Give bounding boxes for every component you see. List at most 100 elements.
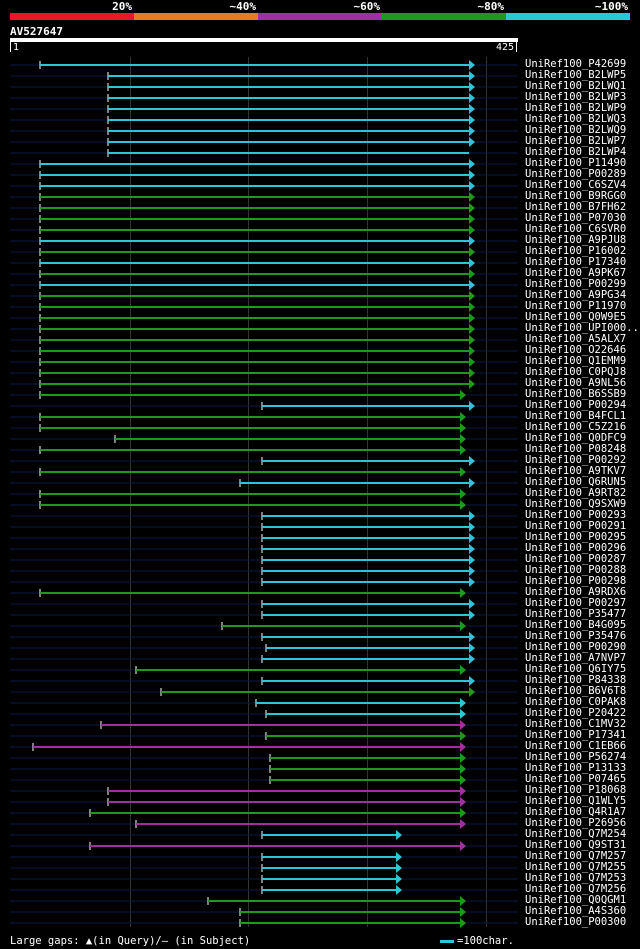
hit-label[interactable]: UniRef100_Q7M254 (525, 828, 627, 840)
hit-label[interactable]: UniRef100_P07030 (525, 212, 627, 224)
hit-row[interactable] (10, 368, 518, 378)
hit-label[interactable]: UniRef100_P18068 (525, 784, 627, 796)
hit-label[interactable]: UniRef100_P17341 (525, 729, 627, 741)
hit-label[interactable]: UniRef100_P08248 (525, 443, 627, 455)
hit-label[interactable]: UniRef100_B2LWP9 (525, 102, 627, 114)
hit-row[interactable] (10, 698, 518, 708)
hit-label[interactable]: UniRef100_B2LWP5 (525, 69, 627, 81)
hit-row[interactable] (10, 269, 518, 279)
hit-row[interactable] (10, 555, 518, 565)
hit-label[interactable]: UniRef100_UPI000.. (525, 322, 639, 334)
hit-label[interactable]: UniRef100_C1EB66 (525, 740, 627, 752)
hit-row[interactable] (10, 621, 518, 631)
hit-row[interactable] (10, 280, 518, 290)
hit-label[interactable]: UniRef100_P00299 (525, 278, 627, 290)
hit-label[interactable]: UniRef100_A9RT82 (525, 487, 627, 499)
hit-row[interactable] (10, 885, 518, 895)
hit-row[interactable] (10, 247, 518, 257)
hit-row[interactable] (10, 291, 518, 301)
hit-row[interactable] (10, 544, 518, 554)
hit-label[interactable]: UniRef100_B2LWP3 (525, 91, 627, 103)
hit-row[interactable] (10, 423, 518, 433)
hit-label[interactable]: UniRef100_C0PAK8 (525, 696, 627, 708)
hit-row[interactable] (10, 742, 518, 752)
hit-label[interactable]: UniRef100_P00293 (525, 509, 627, 521)
hit-row[interactable] (10, 412, 518, 422)
hit-label[interactable]: UniRef100_P07465 (525, 773, 627, 785)
hit-label[interactable]: UniRef100_A9RDX6 (525, 586, 627, 598)
hit-label[interactable]: UniRef100_B9RGG0 (525, 190, 627, 202)
hit-row[interactable] (10, 665, 518, 675)
hit-label[interactable]: UniRef100_B2LWQ9 (525, 124, 627, 136)
hit-label[interactable]: UniRef100_Q7M255 (525, 861, 627, 873)
hit-label[interactable]: UniRef100_B2LWQ3 (525, 113, 627, 125)
hit-row[interactable] (10, 610, 518, 620)
hit-label[interactable]: UniRef100_P26956 (525, 817, 627, 829)
hit-label[interactable]: UniRef100_P00298 (525, 575, 627, 587)
hit-row[interactable] (10, 566, 518, 576)
hit-row[interactable] (10, 720, 518, 730)
hit-label[interactable]: UniRef100_P00294 (525, 399, 627, 411)
hit-label[interactable]: UniRef100_Q7M256 (525, 883, 627, 895)
hit-row[interactable] (10, 896, 518, 906)
hit-row[interactable] (10, 676, 518, 686)
hit-row[interactable] (10, 687, 518, 697)
hit-label[interactable]: UniRef100_C5Z216 (525, 421, 627, 433)
hit-label[interactable]: UniRef100_P00297 (525, 597, 627, 609)
hit-label[interactable]: UniRef100_P11490 (525, 157, 627, 169)
hit-label[interactable]: UniRef100_P00289 (525, 168, 627, 180)
hit-row[interactable] (10, 390, 518, 400)
hit-row[interactable] (10, 401, 518, 411)
hit-row[interactable] (10, 709, 518, 719)
hit-label[interactable]: UniRef100_Q1EMM9 (525, 355, 627, 367)
hit-label[interactable]: UniRef100_O22646 (525, 344, 627, 356)
hit-row[interactable] (10, 104, 518, 114)
hit-label[interactable]: UniRef100_A9PK67 (525, 267, 627, 279)
hit-label[interactable]: UniRef100_Q1WLY5 (525, 795, 627, 807)
hit-label[interactable]: UniRef100_Q9ST31 (525, 839, 627, 851)
hit-row[interactable] (10, 258, 518, 268)
hit-row[interactable] (10, 159, 518, 169)
hit-label[interactable]: UniRef100_B2LWP4 (525, 146, 627, 158)
hit-label[interactable]: UniRef100_C6SZV4 (525, 179, 627, 191)
hit-label[interactable]: UniRef100_Q7M253 (525, 872, 627, 884)
hit-label[interactable]: UniRef100_P00292 (525, 454, 627, 466)
hit-row[interactable] (10, 654, 518, 664)
hit-label[interactable]: UniRef100_B4G095 (525, 619, 627, 631)
hit-row[interactable] (10, 434, 518, 444)
hit-label[interactable]: UniRef100_Q0QGM1 (525, 894, 627, 906)
hit-row[interactable] (10, 753, 518, 763)
hit-label[interactable]: UniRef100_P00300 (525, 916, 627, 928)
hit-row[interactable] (10, 511, 518, 521)
hit-row[interactable] (10, 445, 518, 455)
hit-label[interactable]: UniRef100_P20422 (525, 707, 627, 719)
hit-row[interactable] (10, 192, 518, 202)
hit-row[interactable] (10, 863, 518, 873)
hit-label[interactable]: UniRef100_Q6RUN5 (525, 476, 627, 488)
hit-row[interactable] (10, 797, 518, 807)
hit-label[interactable]: UniRef100_A7NVP7 (525, 652, 627, 664)
hit-label[interactable]: UniRef100_P00287 (525, 553, 627, 565)
hit-label[interactable]: UniRef100_A4S360 (525, 905, 627, 917)
hit-row[interactable] (10, 786, 518, 796)
hit-label[interactable]: UniRef100_Q0DFC9 (525, 432, 627, 444)
hit-row[interactable] (10, 907, 518, 917)
hit-row[interactable] (10, 324, 518, 334)
hit-label[interactable]: UniRef100_P84338 (525, 674, 627, 686)
hit-row[interactable] (10, 181, 518, 191)
hit-label[interactable]: UniRef100_P11970 (525, 300, 627, 312)
hit-label[interactable]: UniRef100_P16002 (525, 245, 627, 257)
hit-row[interactable] (10, 225, 518, 235)
hit-label[interactable]: UniRef100_Q9SXW9 (525, 498, 627, 510)
hit-label[interactable]: UniRef100_Q0W9E5 (525, 311, 627, 323)
hit-row[interactable] (10, 170, 518, 180)
hit-label[interactable]: UniRef100_C0PQJ8 (525, 366, 627, 378)
hit-label[interactable]: UniRef100_Q6IY75 (525, 663, 627, 675)
hit-row[interactable] (10, 500, 518, 510)
hit-row[interactable] (10, 808, 518, 818)
hit-row[interactable] (10, 764, 518, 774)
hit-row[interactable] (10, 599, 518, 609)
hit-row[interactable] (10, 214, 518, 224)
hit-row[interactable] (10, 456, 518, 466)
hit-row[interactable] (10, 489, 518, 499)
